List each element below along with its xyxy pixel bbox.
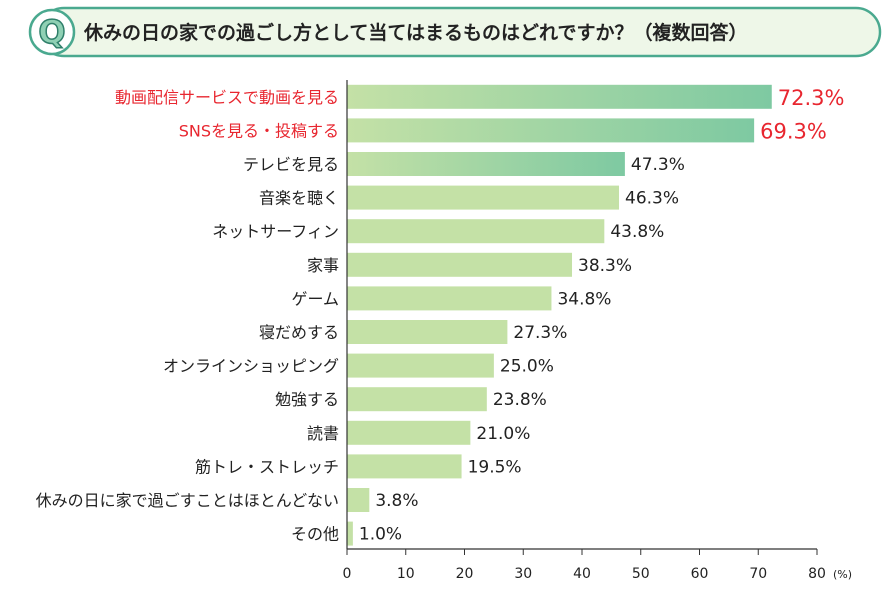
category-label-6: ゲーム [291,289,339,308]
x-tick-label-8: 80 [808,566,826,582]
x-tick-label-0: 0 [343,566,352,582]
bars-layer [347,84,772,546]
category-label-10: 読書 [307,424,339,443]
x-tick-label-6: 60 [691,566,709,582]
value-label-9: 23.8% [493,390,547,410]
bar-8 [347,353,494,378]
value-label-7: 27.3% [513,323,567,343]
value-label-2: 47.3% [631,155,685,175]
bar-4 [347,219,605,244]
value-label-4: 43.8% [610,222,664,242]
category-label-8: オンラインショッピング [163,357,339,376]
value-label-6: 34.8% [557,289,611,309]
category-label-12: 休みの日に家で過ごすことはほとんどない [36,491,339,510]
bar-6 [347,286,552,311]
bar-2 [347,152,625,176]
category-label-7: 寝だめする [259,323,339,342]
bar-12 [347,488,370,512]
category-label-1: SNSを見る・投稿する [179,121,339,140]
x-tick-label-2: 20 [456,566,474,582]
category-label-3: 音楽を聴く [259,189,339,208]
q-badge [28,8,76,56]
bar-0 [347,84,772,109]
value-label-12: 3.8% [375,491,418,511]
x-tick-label-3: 30 [514,566,532,582]
x-tick-label-1: 10 [397,566,415,582]
category-label-4: ネットサーフィン [212,222,339,241]
q-mark: Q [38,13,65,51]
category-label-13: その他 [291,525,339,544]
labels-layer: 動画配信サービスで動画を見る 72.3% SNSを見る・投稿する 69.3% テレビを見… [36,86,845,545]
x-axis-ticks: 0 10 20 30 40 50 60 70 80 [343,549,826,582]
bar-13 [347,521,353,546]
bar-1 [347,118,755,143]
chart-title: 休みの日の家での過ごし方として当てはまるものはどれですか？（複数回答） [83,21,747,44]
category-label-9: 勉強する [275,390,339,409]
value-label-1: 69.3% [760,119,827,143]
bar-5 [347,252,573,277]
category-label-11: 筋トレ・ストレッチ [195,457,339,476]
value-label-5: 38.3% [578,256,632,276]
value-label-11: 19.5% [468,457,522,477]
x-axis-unit: (%) [833,568,852,581]
category-label-0: 動画配信サービスで動画を見る [115,88,339,107]
value-label-3: 46.3% [625,189,679,209]
value-label-0: 72.3% [778,86,845,110]
bar-9 [347,387,487,412]
category-label-2: テレビを見る [243,155,339,174]
bar-7 [347,320,508,344]
value-label-10: 21.0% [476,424,530,444]
x-tick-label-4: 40 [573,566,591,582]
bar-11 [347,454,462,479]
bar-3 [347,185,620,210]
title-banner: Q 休みの日の家での過ごし方として当てはまるものはどれですか？（複数回答） [28,6,882,58]
category-label-5: 家事 [307,256,339,275]
x-tick-label-5: 50 [632,566,650,582]
value-label-8: 25.0% [500,357,554,377]
x-tick-label-7: 70 [749,566,767,582]
bar-10 [347,420,471,445]
value-label-13: 1.0% [359,525,402,545]
